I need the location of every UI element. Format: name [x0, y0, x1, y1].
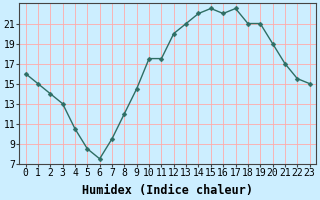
- X-axis label: Humidex (Indice chaleur): Humidex (Indice chaleur): [82, 184, 253, 197]
